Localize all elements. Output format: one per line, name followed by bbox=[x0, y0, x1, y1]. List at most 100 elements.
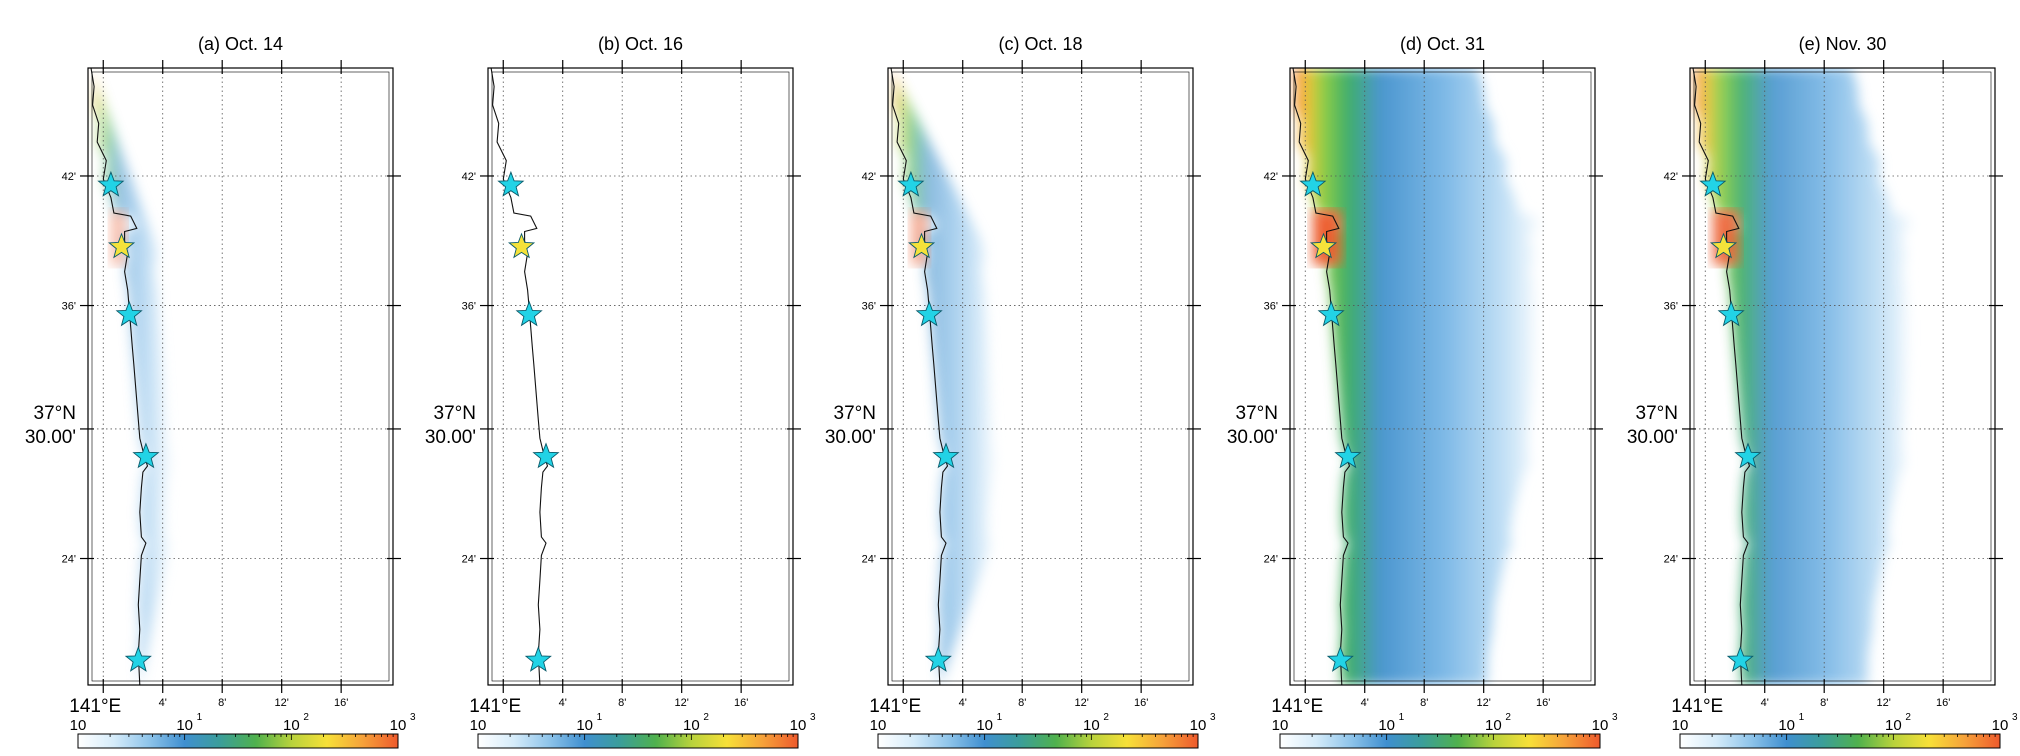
colorbar-label: 10 bbox=[1885, 717, 1902, 734]
colorbar-label: 10 bbox=[790, 717, 807, 734]
colorbar-exponent: 1 bbox=[597, 712, 603, 723]
y-tick-label-center: 30.00' bbox=[825, 427, 876, 448]
panel-title: (d) Oct. 31 bbox=[1400, 34, 1485, 54]
colorbar-label: 10 bbox=[683, 717, 700, 734]
cyan-star-1 bbox=[897, 170, 925, 197]
colorbar-label: 10 bbox=[1378, 717, 1395, 734]
colorbar-exponent: 2 bbox=[1505, 712, 1511, 723]
colorbar-exponent: 1 bbox=[1399, 712, 1405, 723]
x-tick-label: 16' bbox=[734, 697, 748, 709]
coastline bbox=[490, 68, 549, 685]
colorbar-label: 10 bbox=[1778, 717, 1795, 734]
y-tick-label: 24' bbox=[462, 554, 476, 566]
cyan-star-1 bbox=[1299, 170, 1327, 197]
colorbar-label: 10 bbox=[470, 717, 487, 734]
x-tick-label: 4' bbox=[1761, 697, 1769, 709]
colorbar-label: 10 bbox=[70, 717, 87, 734]
y-tick-label: 42' bbox=[462, 171, 476, 183]
map-panel-b: (b) Oct. 16 42' 36' 24' 37°N 30.00' 141°E 4' 8' 1… bbox=[425, 34, 816, 749]
yellow-star bbox=[107, 232, 136, 259]
colorbar-exponent: 2 bbox=[1905, 712, 1911, 723]
x-tick-label: 4' bbox=[159, 697, 167, 709]
yellow-star bbox=[1309, 232, 1338, 259]
y-center-label: 37°N bbox=[1236, 403, 1278, 424]
colorbar bbox=[477, 733, 799, 749]
map-panel-c: (c) Oct. 18 42' 36' 24' 37°N 30.00' 141°E 4' 8' 1… bbox=[825, 34, 1216, 749]
y-tick-label: 42' bbox=[1664, 171, 1678, 183]
colorbar-exponent: 1 bbox=[997, 712, 1003, 723]
x-tick-label: 141°E bbox=[1671, 696, 1723, 717]
map-area bbox=[88, 68, 393, 685]
concentration-plume bbox=[891, 68, 998, 685]
coastline bbox=[1292, 68, 1351, 685]
colorbar-label: 10 bbox=[576, 717, 593, 734]
x-tick-label: 12' bbox=[1877, 697, 1891, 709]
concentration-plume bbox=[91, 68, 174, 685]
y-tick-label: 36' bbox=[1664, 301, 1678, 313]
cyan-star-1 bbox=[1699, 170, 1727, 197]
x-tick-label: 8' bbox=[218, 697, 226, 709]
colorbar-label: 10 bbox=[390, 717, 407, 734]
y-tick-label: 24' bbox=[1264, 554, 1278, 566]
x-tick-label: 8' bbox=[1018, 697, 1026, 709]
map-frame-inner bbox=[91, 71, 390, 682]
cyan-star-2 bbox=[1317, 300, 1345, 327]
colorbar-exponent: 1 bbox=[1799, 712, 1805, 723]
colorbar-label: 10 bbox=[176, 717, 193, 734]
cyan-star-3 bbox=[532, 442, 560, 469]
cyan-star-3 bbox=[1734, 442, 1762, 469]
x-tick-label: 12' bbox=[1075, 697, 1089, 709]
y-center-label: 37°N bbox=[834, 403, 876, 424]
map-panel-a: (a) Oct. 14 42' 36' 24' 37°N 30.00' 141°E 4' 8' 1… bbox=[25, 34, 416, 749]
x-tick-label: 8' bbox=[618, 697, 626, 709]
colorbar-exponent: 3 bbox=[410, 712, 416, 723]
colorbar-exponent: 2 bbox=[303, 712, 309, 723]
colorbar-exponent: 3 bbox=[2012, 712, 2018, 723]
cyan-star-3 bbox=[132, 442, 160, 469]
cyan-star-3 bbox=[932, 442, 960, 469]
y-tick-label: 36' bbox=[462, 301, 476, 313]
colorbar-label: 10 bbox=[1672, 717, 1689, 734]
x-tick-label: 16' bbox=[1134, 697, 1148, 709]
cyan-star-4 bbox=[524, 646, 552, 672]
y-tick-label: 42' bbox=[62, 171, 76, 183]
y-tick-label-center: 30.00' bbox=[1627, 427, 1678, 448]
x-tick-label: 141°E bbox=[869, 696, 921, 717]
y-tick-label: 36' bbox=[862, 301, 876, 313]
panel-title: (c) Oct. 18 bbox=[998, 34, 1082, 54]
y-tick-label: 24' bbox=[1664, 554, 1678, 566]
x-tick-label: 12' bbox=[1477, 697, 1491, 709]
map-panel-d: (d) Oct. 31 42' 36' 24' 37°N 30.00' 141°E 4' 8' 1… bbox=[1227, 34, 1618, 749]
y-tick-label: 36' bbox=[1264, 301, 1278, 313]
coastline bbox=[90, 68, 149, 685]
colorbar-exponent: 2 bbox=[1103, 712, 1109, 723]
y-tick-label-center: 30.00' bbox=[25, 427, 76, 448]
map-frame-inner bbox=[1293, 71, 1592, 682]
map-frame bbox=[1289, 67, 1596, 686]
y-tick-label: 42' bbox=[862, 171, 876, 183]
panel-title: (e) Nov. 30 bbox=[1799, 34, 1887, 54]
cyan-star-2 bbox=[1717, 300, 1745, 327]
cyan-star-4 bbox=[1726, 646, 1754, 672]
y-tick-label: 24' bbox=[862, 554, 876, 566]
yellow-star bbox=[907, 232, 936, 259]
colorbar-label: 10 bbox=[976, 717, 993, 734]
colorbar bbox=[877, 733, 1199, 749]
cyan-star-4 bbox=[1326, 646, 1354, 672]
y-tick-label-center: 30.00' bbox=[425, 427, 476, 448]
map-frame bbox=[87, 67, 394, 686]
map-frame bbox=[887, 67, 1194, 686]
map-frame-inner bbox=[491, 71, 790, 682]
y-tick-label: 24' bbox=[62, 554, 76, 566]
concentration-plume bbox=[1693, 68, 1916, 685]
y-center-label: 37°N bbox=[434, 403, 476, 424]
colorbar-exponent: 3 bbox=[1210, 712, 1216, 723]
cyan-star-1 bbox=[497, 170, 525, 197]
map-frame bbox=[487, 67, 794, 686]
colorbar bbox=[1279, 733, 1601, 749]
panel-title: (a) Oct. 14 bbox=[198, 34, 283, 54]
cyan-star-4 bbox=[924, 646, 952, 672]
colorbar-label: 10 bbox=[1190, 717, 1207, 734]
cyan-star-2 bbox=[515, 300, 543, 327]
